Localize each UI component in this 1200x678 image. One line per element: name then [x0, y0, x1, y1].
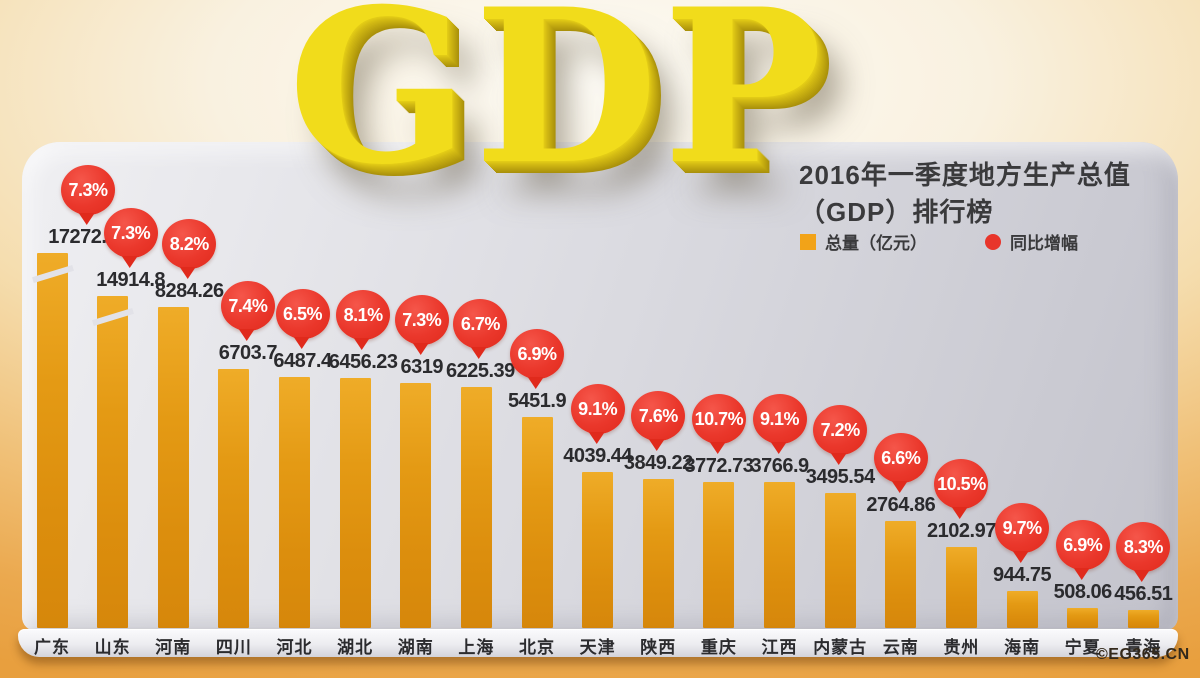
- gdp-value-label: 2102.97: [927, 520, 996, 542]
- axis-label-province: 四川: [215, 638, 252, 657]
- gdp-value-label: 3772.73: [684, 455, 754, 477]
- axis-label-province: 云南: [882, 638, 919, 657]
- chart-title-line1: 2016年一季度地方生产总值: [799, 160, 1131, 190]
- legend-label-total: 总量（亿元）: [825, 234, 927, 253]
- gdp-bar: [1067, 608, 1099, 628]
- gdp-bar: [764, 482, 796, 628]
- growth-rate-bubble: 6.6%: [873, 433, 928, 483]
- chart-title-line2: （GDP）排行榜: [799, 196, 994, 227]
- growth-rate-bubble: 9.1%: [570, 384, 625, 434]
- gdp-bar: [824, 493, 856, 628]
- growth-rate-bubble: 10.5%: [934, 459, 989, 509]
- axis-label-province: 内蒙古: [813, 638, 868, 657]
- legend-label-growth: 同比增幅: [1010, 234, 1078, 253]
- gdp-bar: [885, 521, 917, 628]
- gdp-bar: [400, 383, 432, 628]
- growth-rate-bubble: 8.1%: [336, 290, 391, 340]
- axis-label-province: 湖北: [337, 638, 374, 657]
- gdp-bar: [31, 253, 74, 628]
- axis-label-province: 河北: [276, 638, 313, 657]
- growth-rate-bubble: 7.3%: [103, 208, 158, 258]
- gdp-bar: [1127, 610, 1159, 628]
- gdp-value-label: 4039.44: [563, 445, 633, 467]
- growth-rate-bubble: 6.7%: [453, 299, 508, 349]
- gdp-bar: [521, 417, 553, 628]
- copyright-credit: ©EG365.CN: [1096, 646, 1190, 663]
- chart-legend: 总量（亿元） 同比增幅: [800, 229, 1078, 254]
- gdp-value-label: 2764.86: [866, 494, 936, 516]
- gdp-value-label: 6487.4: [273, 350, 332, 372]
- growth-rate-bubble: 9.1%: [752, 394, 807, 444]
- growth-rate-bubble: 7.3%: [61, 165, 115, 215]
- axis-label-province: 湖南: [397, 638, 434, 657]
- growth-rate-bubble: 10.7%: [691, 394, 746, 444]
- gdp-value-label: 3849.22: [623, 452, 693, 474]
- gdp-value-label: 3766.9: [750, 455, 809, 477]
- axis-label-province: 青海: [1125, 638, 1162, 657]
- gdp-bar: [157, 307, 189, 628]
- chart-title: 2016年一季度地方生产总值 （GDP）排行榜: [799, 157, 1131, 231]
- gdp-bar: [279, 377, 311, 628]
- gdp-bar: [945, 547, 977, 628]
- growth-rate-bubble: 8.3%: [1116, 522, 1171, 572]
- legend-square-icon: [800, 233, 816, 250]
- gdp-value-label: 944.75: [992, 564, 1052, 586]
- gdp-value-label: 456.51: [1114, 583, 1173, 605]
- axis-break-mark: [92, 307, 135, 327]
- axis-label-province: 宁夏: [1064, 638, 1101, 657]
- growth-rate-bubble: 7.3%: [394, 295, 449, 345]
- axis-label-province: 上海: [458, 638, 495, 657]
- gdp-value-label: 6456.23: [328, 351, 398, 373]
- gdp-value-label: 14914.8: [96, 269, 166, 291]
- growth-rate-bubble: 7.4%: [220, 281, 275, 331]
- gdp-bar: [460, 387, 492, 628]
- growth-rate-bubble: 7.6%: [631, 391, 686, 441]
- gdp-value-label: 6319: [400, 356, 444, 378]
- gdp-bar: [1006, 591, 1038, 628]
- legend-item-growth: 同比增幅: [985, 229, 1078, 254]
- category-axis-strip: 广东 山东 河南 四川 河北 湖北 湖南 上海 北京 天津 陕西 重庆 江西 内蒙古 云南 贵州 海南 宁夏 青海: [18, 629, 1178, 657]
- axis-label-province: 海南: [1004, 638, 1041, 657]
- gdp-value-label: 5451.9: [507, 390, 567, 412]
- gdp-bar: [582, 472, 614, 628]
- growth-rate-bubble: 6.9%: [510, 329, 565, 379]
- gdp-value-label: 3495.54: [805, 466, 875, 488]
- axis-label-province: 北京: [519, 638, 556, 657]
- legend-dot-icon: [985, 233, 1001, 250]
- axis-label-province: 广东: [34, 638, 70, 657]
- growth-rate-bubble: 6.9%: [1055, 520, 1110, 570]
- gdp-bar: [339, 378, 371, 628]
- axis-label-province: 陕西: [640, 638, 677, 657]
- growth-rate-bubble: 7.2%: [813, 405, 868, 455]
- growth-rate-bubble: 8.2%: [162, 219, 217, 269]
- gdp-value-label: 508.06: [1053, 581, 1113, 603]
- axis-label-province: 江西: [761, 638, 798, 657]
- gdp-3d-logo: GDP: [288, 0, 828, 211]
- gdp-bar: [218, 369, 250, 628]
- growth-rate-bubble: 6.5%: [275, 289, 330, 339]
- axis-label-province: 贵州: [943, 638, 980, 657]
- gdp-value-label: 6225.39: [446, 360, 515, 382]
- axis-break-mark: [31, 264, 74, 284]
- growth-rate-bubble: 9.7%: [995, 503, 1050, 553]
- gdp-value-label: 6703.7: [218, 342, 278, 364]
- gdp-value-label: 8284.26: [154, 280, 224, 302]
- axis-label-province: 河南: [155, 638, 192, 657]
- gdp-bar: [642, 479, 674, 628]
- axis-label-province: 山东: [94, 638, 131, 657]
- gdp-bar: [92, 296, 135, 628]
- axis-label-province: 重庆: [700, 638, 737, 657]
- axis-label-province: 天津: [579, 638, 616, 657]
- legend-item-total: 总量（亿元）: [800, 229, 927, 254]
- gdp-bar: [703, 482, 735, 628]
